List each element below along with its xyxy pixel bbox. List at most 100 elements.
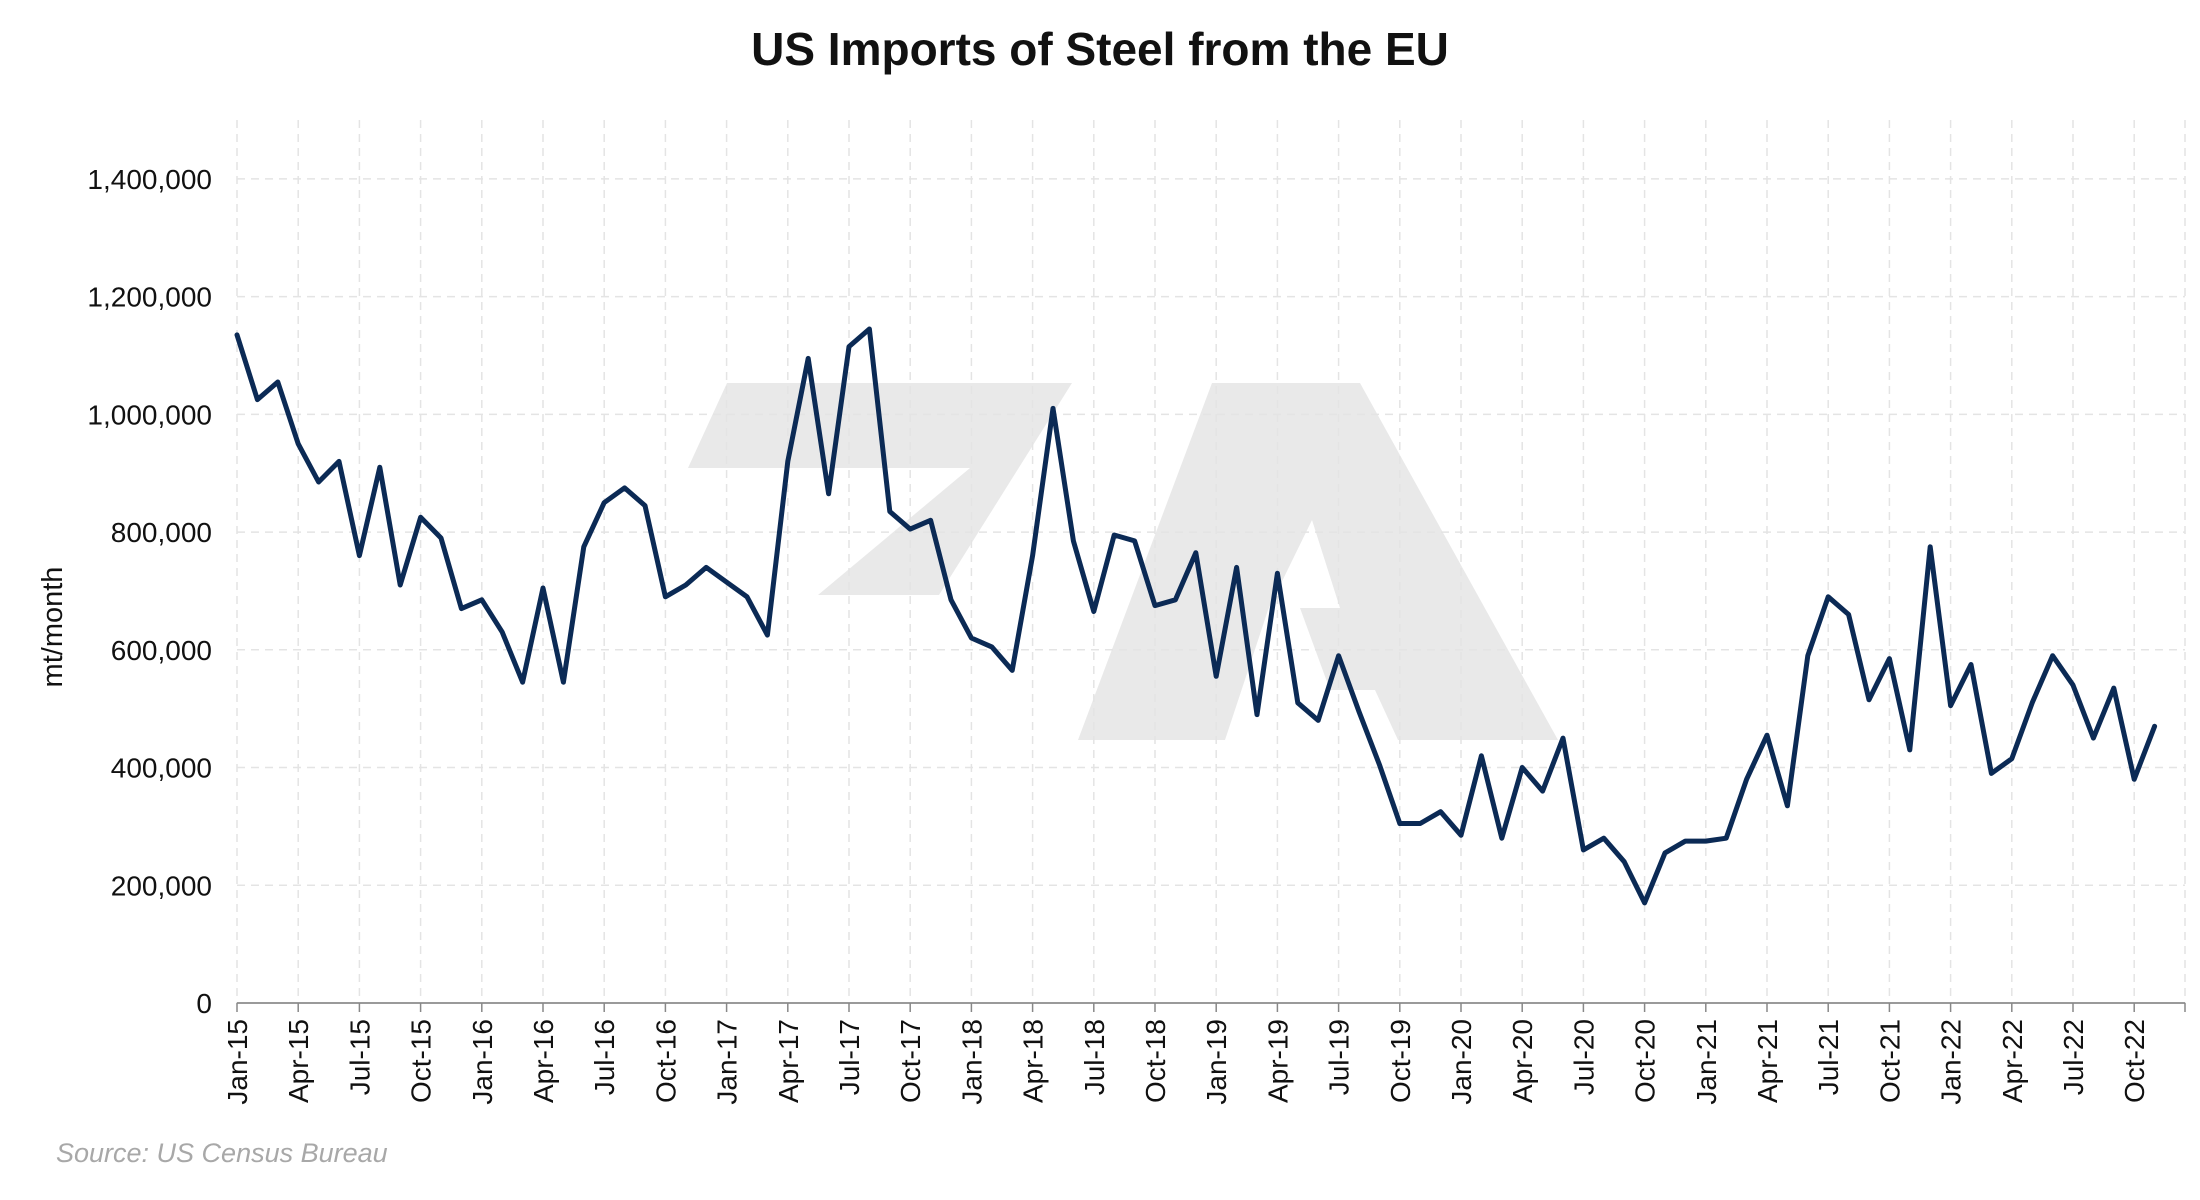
x-tick-label: Jan-21 bbox=[1691, 1019, 1722, 1105]
data-point bbox=[1560, 735, 1566, 741]
x-tick-label: Jan-22 bbox=[1936, 1019, 1967, 1105]
x-tick-label: Oct-19 bbox=[1385, 1019, 1416, 1103]
data-point bbox=[601, 500, 607, 506]
data-point bbox=[438, 535, 444, 541]
data-point bbox=[1417, 821, 1423, 827]
y-tick-label: 0 bbox=[196, 988, 212, 1019]
data-point bbox=[1274, 570, 1280, 576]
data-point bbox=[356, 553, 362, 559]
data-point bbox=[234, 332, 240, 338]
x-tick-label: Jan-18 bbox=[956, 1019, 987, 1105]
data-point bbox=[1580, 847, 1586, 853]
y-tick-label: 200,000 bbox=[111, 870, 212, 901]
data-point bbox=[703, 564, 709, 570]
data-point bbox=[581, 544, 587, 550]
y-tick-label: 400,000 bbox=[111, 753, 212, 784]
data-point bbox=[622, 485, 628, 491]
data-point bbox=[540, 585, 546, 591]
data-point bbox=[295, 441, 301, 447]
y-tick-label: 1,400,000 bbox=[87, 164, 212, 195]
data-point bbox=[2152, 723, 2158, 729]
x-tick-label: Apr-20 bbox=[1507, 1019, 1538, 1103]
x-tick-label: Apr-21 bbox=[1752, 1019, 1783, 1103]
x-tick-label: Jul-20 bbox=[1568, 1019, 1599, 1095]
data-point bbox=[1213, 673, 1219, 679]
data-point bbox=[2131, 776, 2137, 782]
data-point bbox=[2009, 756, 2015, 762]
x-axis-ticks: Jan-15 Apr-15 Jul-15 Oct-15 Jan-16 Apr-16 Jul-… bbox=[222, 1003, 2186, 1105]
data-point bbox=[1866, 697, 1872, 703]
data-point bbox=[1499, 835, 1505, 841]
y-axis-title: mt/month bbox=[37, 567, 69, 688]
data-point bbox=[377, 464, 383, 470]
x-tick-label: Apr-16 bbox=[528, 1019, 559, 1103]
data-point bbox=[1886, 656, 1892, 662]
x-tick-label: Jul-17 bbox=[834, 1019, 865, 1095]
x-tick-label: Oct-18 bbox=[1140, 1019, 1171, 1103]
data-point bbox=[1662, 850, 1668, 856]
data-point bbox=[1336, 653, 1342, 659]
data-point bbox=[1519, 765, 1525, 771]
x-tick-label: Oct-20 bbox=[1630, 1019, 1661, 1103]
x-tick-label: Oct-21 bbox=[1874, 1019, 1905, 1103]
data-point bbox=[846, 344, 852, 350]
data-point bbox=[1030, 553, 1036, 559]
data-point bbox=[1295, 700, 1301, 706]
x-tick-label: Oct-17 bbox=[895, 1019, 926, 1103]
x-tick-label: Jul-22 bbox=[2058, 1019, 2089, 1095]
data-point bbox=[1825, 594, 1831, 600]
data-point bbox=[642, 503, 648, 509]
data-point bbox=[560, 679, 566, 685]
data-point bbox=[520, 679, 526, 685]
data-point bbox=[1458, 832, 1464, 838]
y-tick-label: 600,000 bbox=[111, 635, 212, 666]
y-tick-label: 800,000 bbox=[111, 517, 212, 548]
x-tick-label: Jul-16 bbox=[589, 1019, 620, 1095]
data-point bbox=[2111, 685, 2117, 691]
data-point bbox=[989, 644, 995, 650]
data-point bbox=[1805, 653, 1811, 659]
data-point bbox=[1111, 532, 1117, 538]
data-point bbox=[1070, 538, 1076, 544]
watermark-logo-icon bbox=[688, 383, 1558, 740]
data-point bbox=[316, 479, 322, 485]
data-point bbox=[1642, 900, 1648, 906]
data-point bbox=[826, 491, 832, 497]
x-tick-label: Jan-20 bbox=[1446, 1019, 1477, 1105]
data-point bbox=[1907, 747, 1913, 753]
x-tick-label: Jul-15 bbox=[344, 1019, 375, 1095]
data-point bbox=[683, 582, 689, 588]
x-tick-label: Jul-18 bbox=[1079, 1019, 1110, 1095]
data-point bbox=[1682, 838, 1688, 844]
data-point bbox=[1091, 609, 1097, 615]
data-point bbox=[1254, 712, 1260, 718]
data-point bbox=[1234, 564, 1240, 570]
data-point bbox=[785, 458, 791, 464]
data-point bbox=[1152, 603, 1158, 609]
data-point bbox=[458, 606, 464, 612]
data-point bbox=[1193, 550, 1199, 556]
x-tick-label: Apr-17 bbox=[773, 1019, 804, 1103]
data-point bbox=[2029, 700, 2035, 706]
x-tick-label: Apr-18 bbox=[1018, 1019, 1049, 1103]
data-point bbox=[336, 458, 342, 464]
data-point bbox=[724, 579, 730, 585]
data-point bbox=[1132, 538, 1138, 544]
data-point bbox=[1356, 709, 1362, 715]
data-point bbox=[1723, 835, 1729, 841]
x-tick-label: Jan-17 bbox=[712, 1019, 743, 1105]
x-tick-label: Jan-15 bbox=[222, 1019, 253, 1105]
y-tick-label: 1,200,000 bbox=[87, 282, 212, 313]
data-point bbox=[1764, 732, 1770, 738]
data-point bbox=[499, 629, 505, 635]
data-point bbox=[1846, 612, 1852, 618]
data-point bbox=[1601, 835, 1607, 841]
data-point bbox=[2090, 735, 2096, 741]
data-point bbox=[1621, 859, 1627, 865]
x-tick-label: Apr-19 bbox=[1262, 1019, 1293, 1103]
x-tick-label: Oct-15 bbox=[406, 1019, 437, 1103]
data-point bbox=[805, 355, 811, 361]
data-point bbox=[662, 594, 668, 600]
data-point bbox=[1927, 544, 1933, 550]
y-tick-label: 1,000,000 bbox=[87, 399, 212, 430]
